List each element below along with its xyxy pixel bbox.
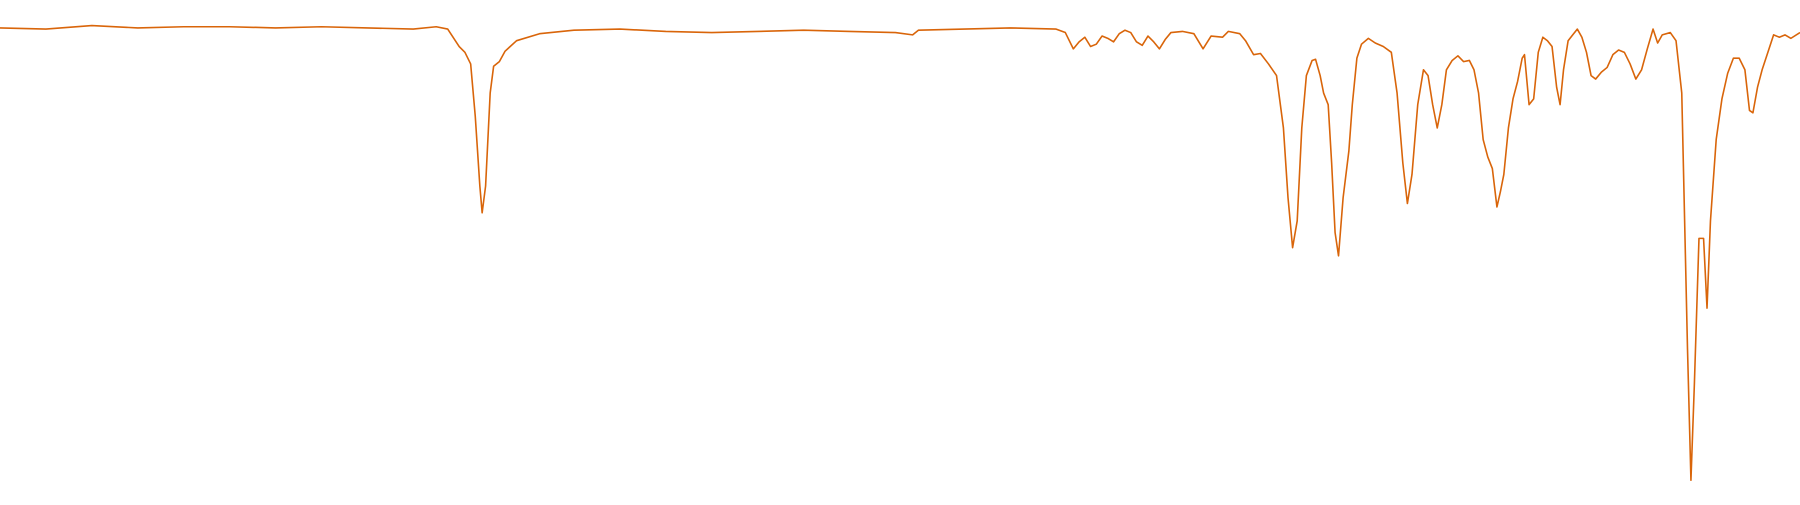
- spectrum-line: [0, 24, 1800, 482]
